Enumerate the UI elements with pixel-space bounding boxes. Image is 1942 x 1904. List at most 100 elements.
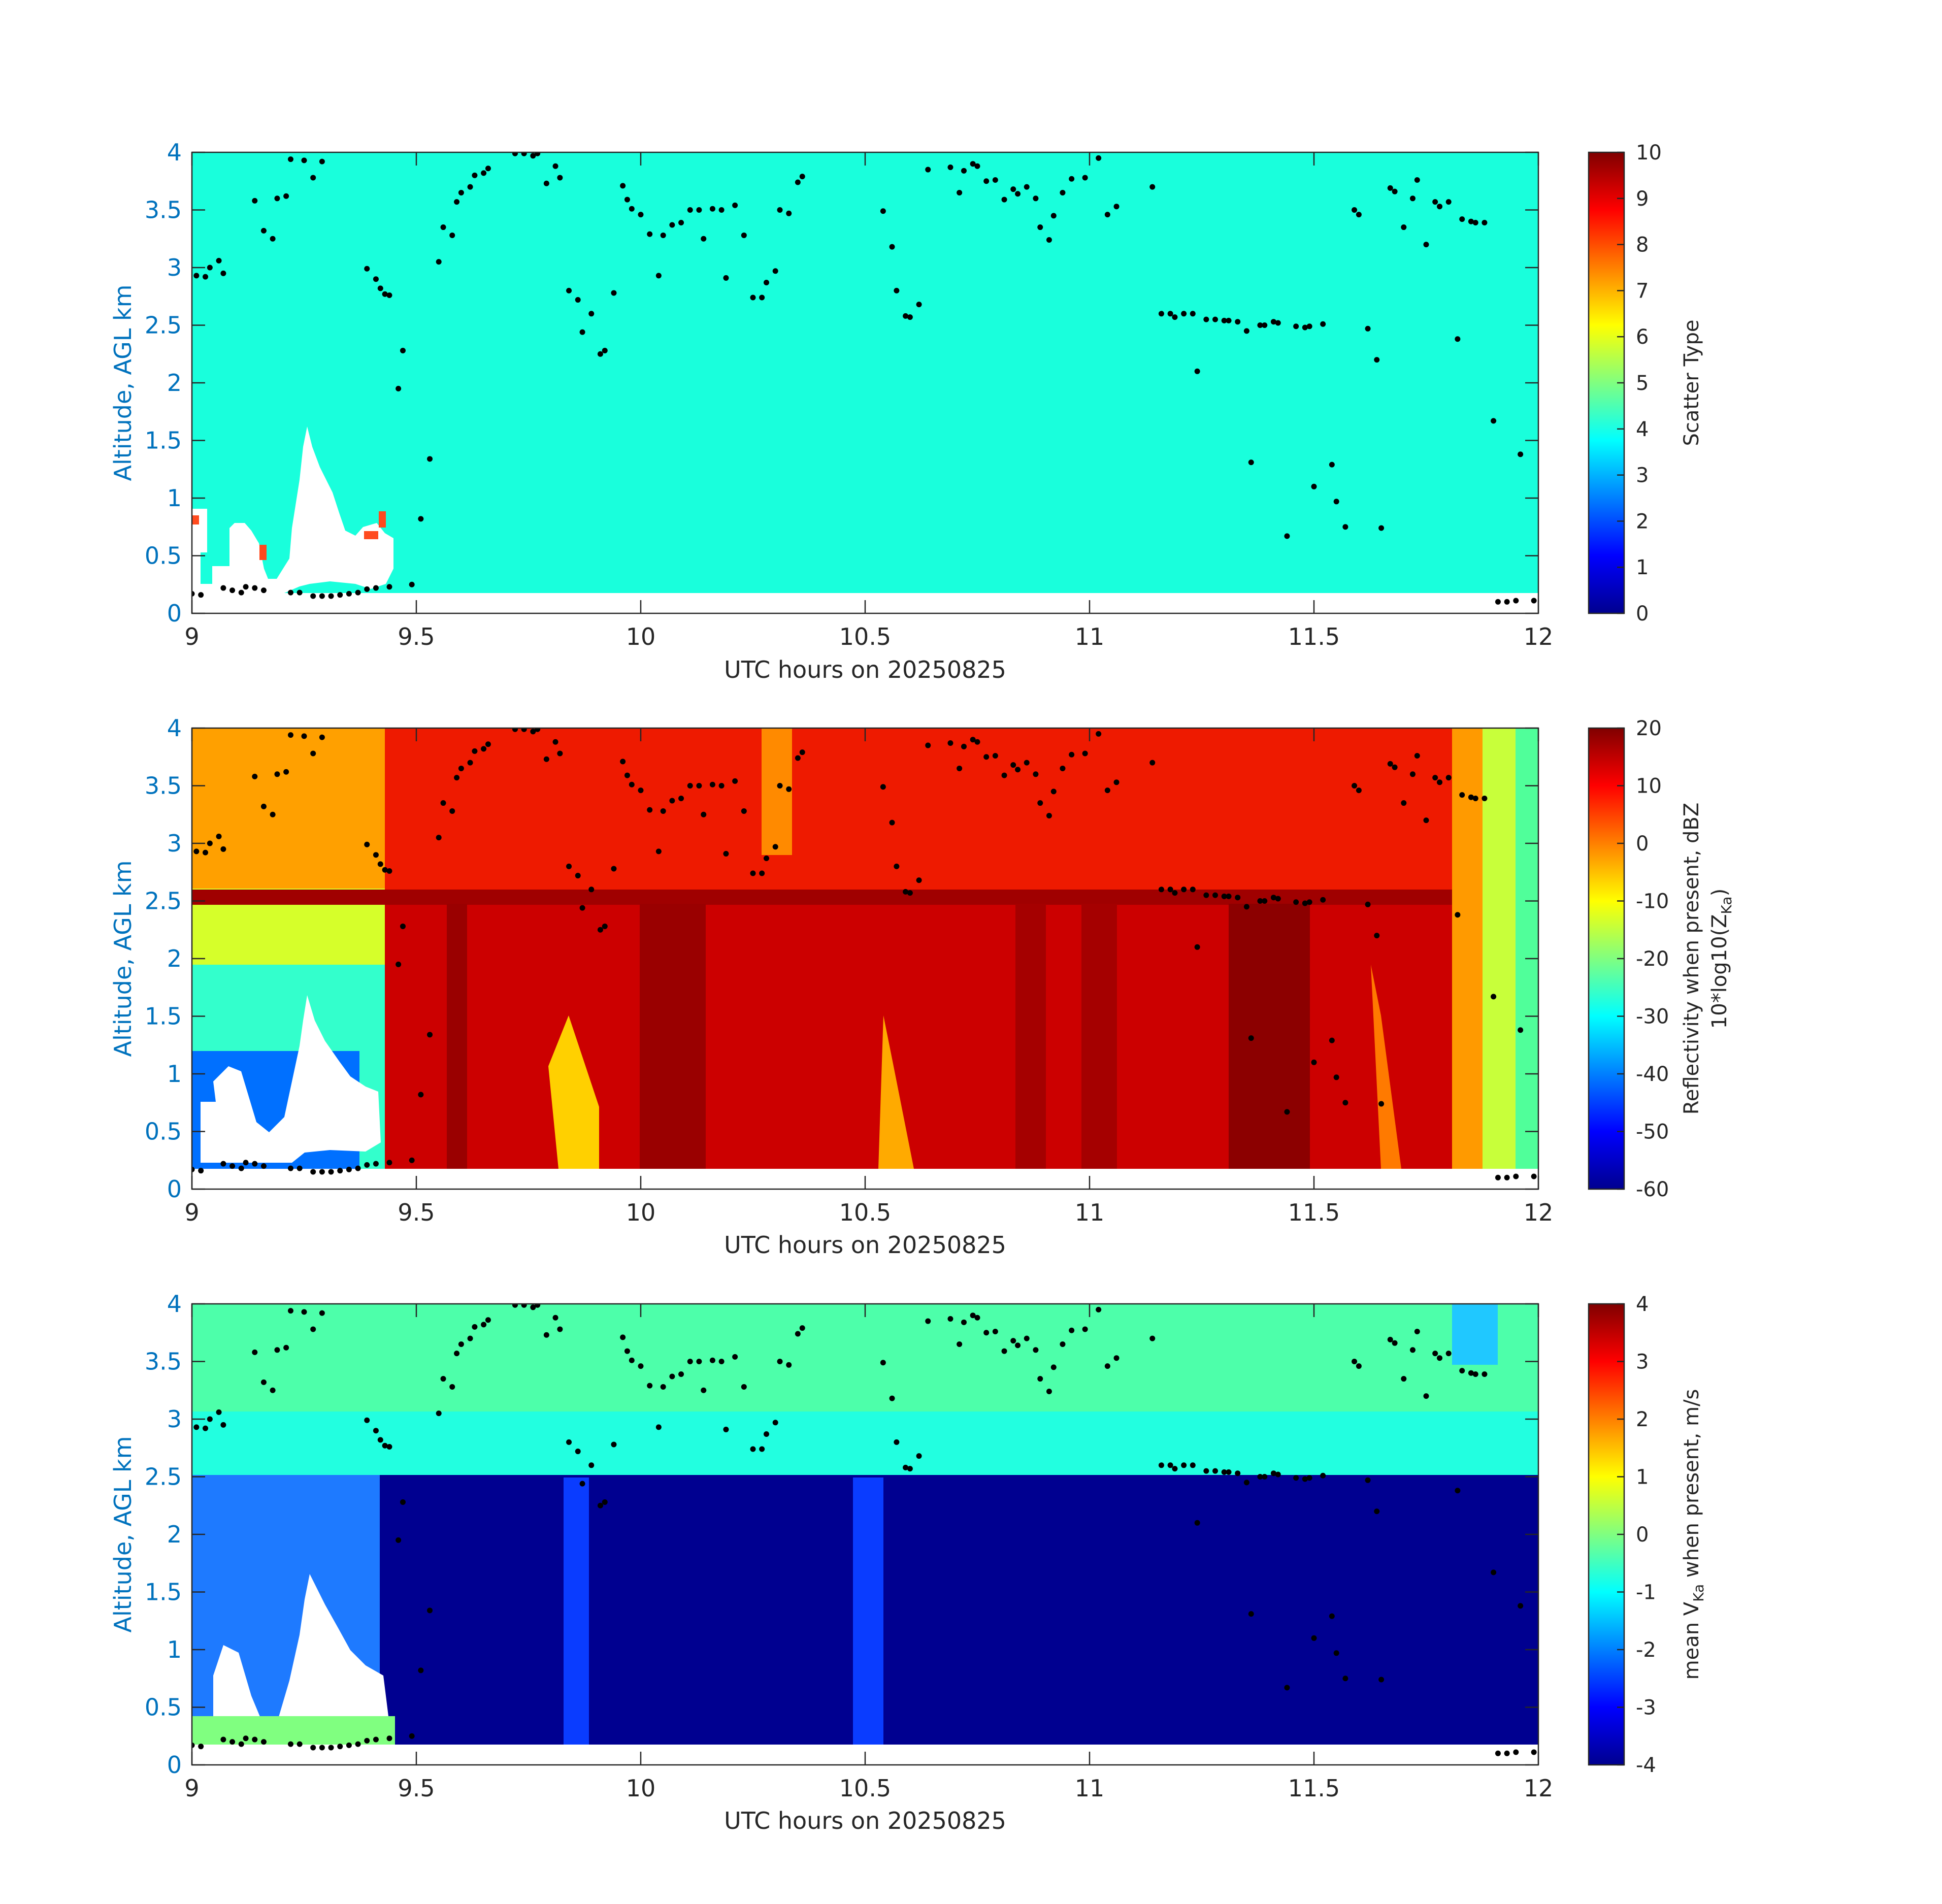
cloud-base-point xyxy=(1392,1340,1398,1346)
cloud-base-point xyxy=(1033,771,1039,777)
cloud-base-point xyxy=(1352,783,1358,789)
cloud-base-point xyxy=(983,178,990,184)
cloud-base-point xyxy=(947,740,953,746)
cloud-base-point xyxy=(396,1537,402,1543)
cloud-base-point xyxy=(1459,792,1465,798)
cloud-base-point xyxy=(229,1163,236,1169)
cloud-base-point xyxy=(1001,196,1007,203)
colorbar-label: Scatter Type xyxy=(1680,320,1703,446)
cloud-base-point xyxy=(1320,321,1326,327)
y-tick-label: 2.5 xyxy=(145,312,182,339)
y-axis-label: Altitude, AGL km xyxy=(109,860,137,1057)
cloud-base-point xyxy=(696,783,702,789)
cloud-base-point xyxy=(1472,1371,1478,1377)
colorbar-tick-label: 4 xyxy=(1636,418,1649,441)
cloud-base-point xyxy=(1226,893,1232,899)
colorbar-label: mean VKa when present, m/s xyxy=(1680,1389,1707,1680)
cloud-base-point xyxy=(396,385,402,391)
cloud-base-point xyxy=(709,1357,715,1363)
cloud-base-point xyxy=(1342,1100,1348,1106)
cloud-base-point xyxy=(319,1169,325,1175)
cloud-base-point xyxy=(467,184,473,190)
cloud-base-point xyxy=(409,1157,415,1163)
cloud-base-point xyxy=(687,783,693,789)
cloud-base-point xyxy=(566,863,572,869)
cloud-base-point xyxy=(1342,1676,1348,1682)
cloud-base-point xyxy=(1437,779,1443,785)
cloud-base-point xyxy=(310,593,316,599)
cloud-base-point xyxy=(1262,1474,1268,1480)
cloud-base-point xyxy=(557,175,563,181)
cloud-base-point xyxy=(718,1359,725,1364)
cloud-base-point xyxy=(1113,204,1120,210)
cloud-base-point xyxy=(1243,328,1249,334)
cloud-base-point xyxy=(1158,887,1164,893)
cloud-base-point xyxy=(260,227,267,234)
y-tick-label: 1 xyxy=(167,484,182,512)
cloud-base-point xyxy=(216,1409,222,1415)
cloud-base-point xyxy=(1320,897,1326,903)
refl-bright-band xyxy=(192,890,1512,905)
cloud-base-point xyxy=(207,840,213,846)
cloud-base-point xyxy=(220,1422,226,1428)
colorbar-tick-label: 0 xyxy=(1636,832,1649,856)
y-tick-label: 4 xyxy=(167,1290,182,1318)
colorbar-tick-label: -10 xyxy=(1636,890,1669,913)
cloud-base-point xyxy=(678,795,684,801)
cloud-base-point xyxy=(283,1344,289,1351)
scatter-type-panel: 9 9.5 10 10.5 11 11.5 12 00.511.522.533.54 UTC… xyxy=(109,139,1703,683)
cloud-base-point xyxy=(328,593,334,599)
cloud-base-point xyxy=(1387,1336,1393,1342)
cloud-base-point xyxy=(764,1431,770,1437)
cloud-base-point xyxy=(373,1736,379,1743)
x-tick-label: 10.5 xyxy=(839,623,891,650)
refl-light-upper xyxy=(762,728,792,855)
cloud-base-point xyxy=(198,1168,204,1174)
cloud-base-point xyxy=(1342,524,1348,530)
cloud-base-point xyxy=(1158,311,1164,317)
scatter-type-heatmap xyxy=(192,152,1538,605)
cloud-base-point xyxy=(472,1324,478,1330)
cloud-base-point xyxy=(373,585,379,591)
cloud-base-point xyxy=(741,232,747,238)
cloud-base-point xyxy=(287,1308,293,1314)
cloud-base-point xyxy=(1432,199,1438,205)
x-tick-label: 9.5 xyxy=(398,1199,435,1226)
cloud-base-point xyxy=(1104,1363,1110,1369)
cloud-base-point xyxy=(1455,1488,1461,1494)
cloud-base-point xyxy=(1172,890,1178,896)
cloud-base-point xyxy=(301,157,307,163)
cloud-base-point xyxy=(364,1417,370,1423)
cloud-base-point xyxy=(894,863,900,869)
cloud-base-point xyxy=(440,800,446,806)
cloud-base-point xyxy=(1352,207,1358,213)
cloud-base-point xyxy=(440,224,446,231)
cloud-base-point xyxy=(647,231,653,237)
cloud-base-point xyxy=(1270,895,1276,901)
y-tick-label: 3.5 xyxy=(145,772,182,800)
cloud-base-point xyxy=(1302,1476,1308,1482)
cloud-base-point xyxy=(373,1161,379,1167)
cloud-base-point xyxy=(485,741,491,747)
colorbar-tick-label: 2 xyxy=(1636,510,1649,533)
cloud-base-point xyxy=(1010,186,1016,192)
cloud-base-point xyxy=(795,755,801,761)
cloud-base-point xyxy=(1248,459,1254,466)
cloud-base-point xyxy=(1096,1306,1102,1312)
cloud-base-point xyxy=(386,584,392,590)
cloud-base-point xyxy=(310,1745,316,1751)
cloud-base-point xyxy=(1172,314,1178,320)
cloud-base-point xyxy=(1015,1342,1021,1349)
cloud-base-point xyxy=(1284,1109,1290,1115)
cloud-base-point xyxy=(1374,1508,1380,1515)
refl-dark-column xyxy=(1015,904,1046,1169)
cloud-base-point xyxy=(1203,316,1209,322)
cloud-base-point xyxy=(709,781,715,787)
cloud-base-point xyxy=(678,1371,684,1377)
cloud-base-point xyxy=(1365,1477,1371,1483)
vel-upper-blue-patch xyxy=(1452,1304,1498,1365)
x-tick-label: 12 xyxy=(1524,623,1554,650)
cloud-base-point xyxy=(1531,598,1537,604)
cloud-base-point xyxy=(799,174,805,180)
cloud-base-point xyxy=(355,1165,361,1171)
